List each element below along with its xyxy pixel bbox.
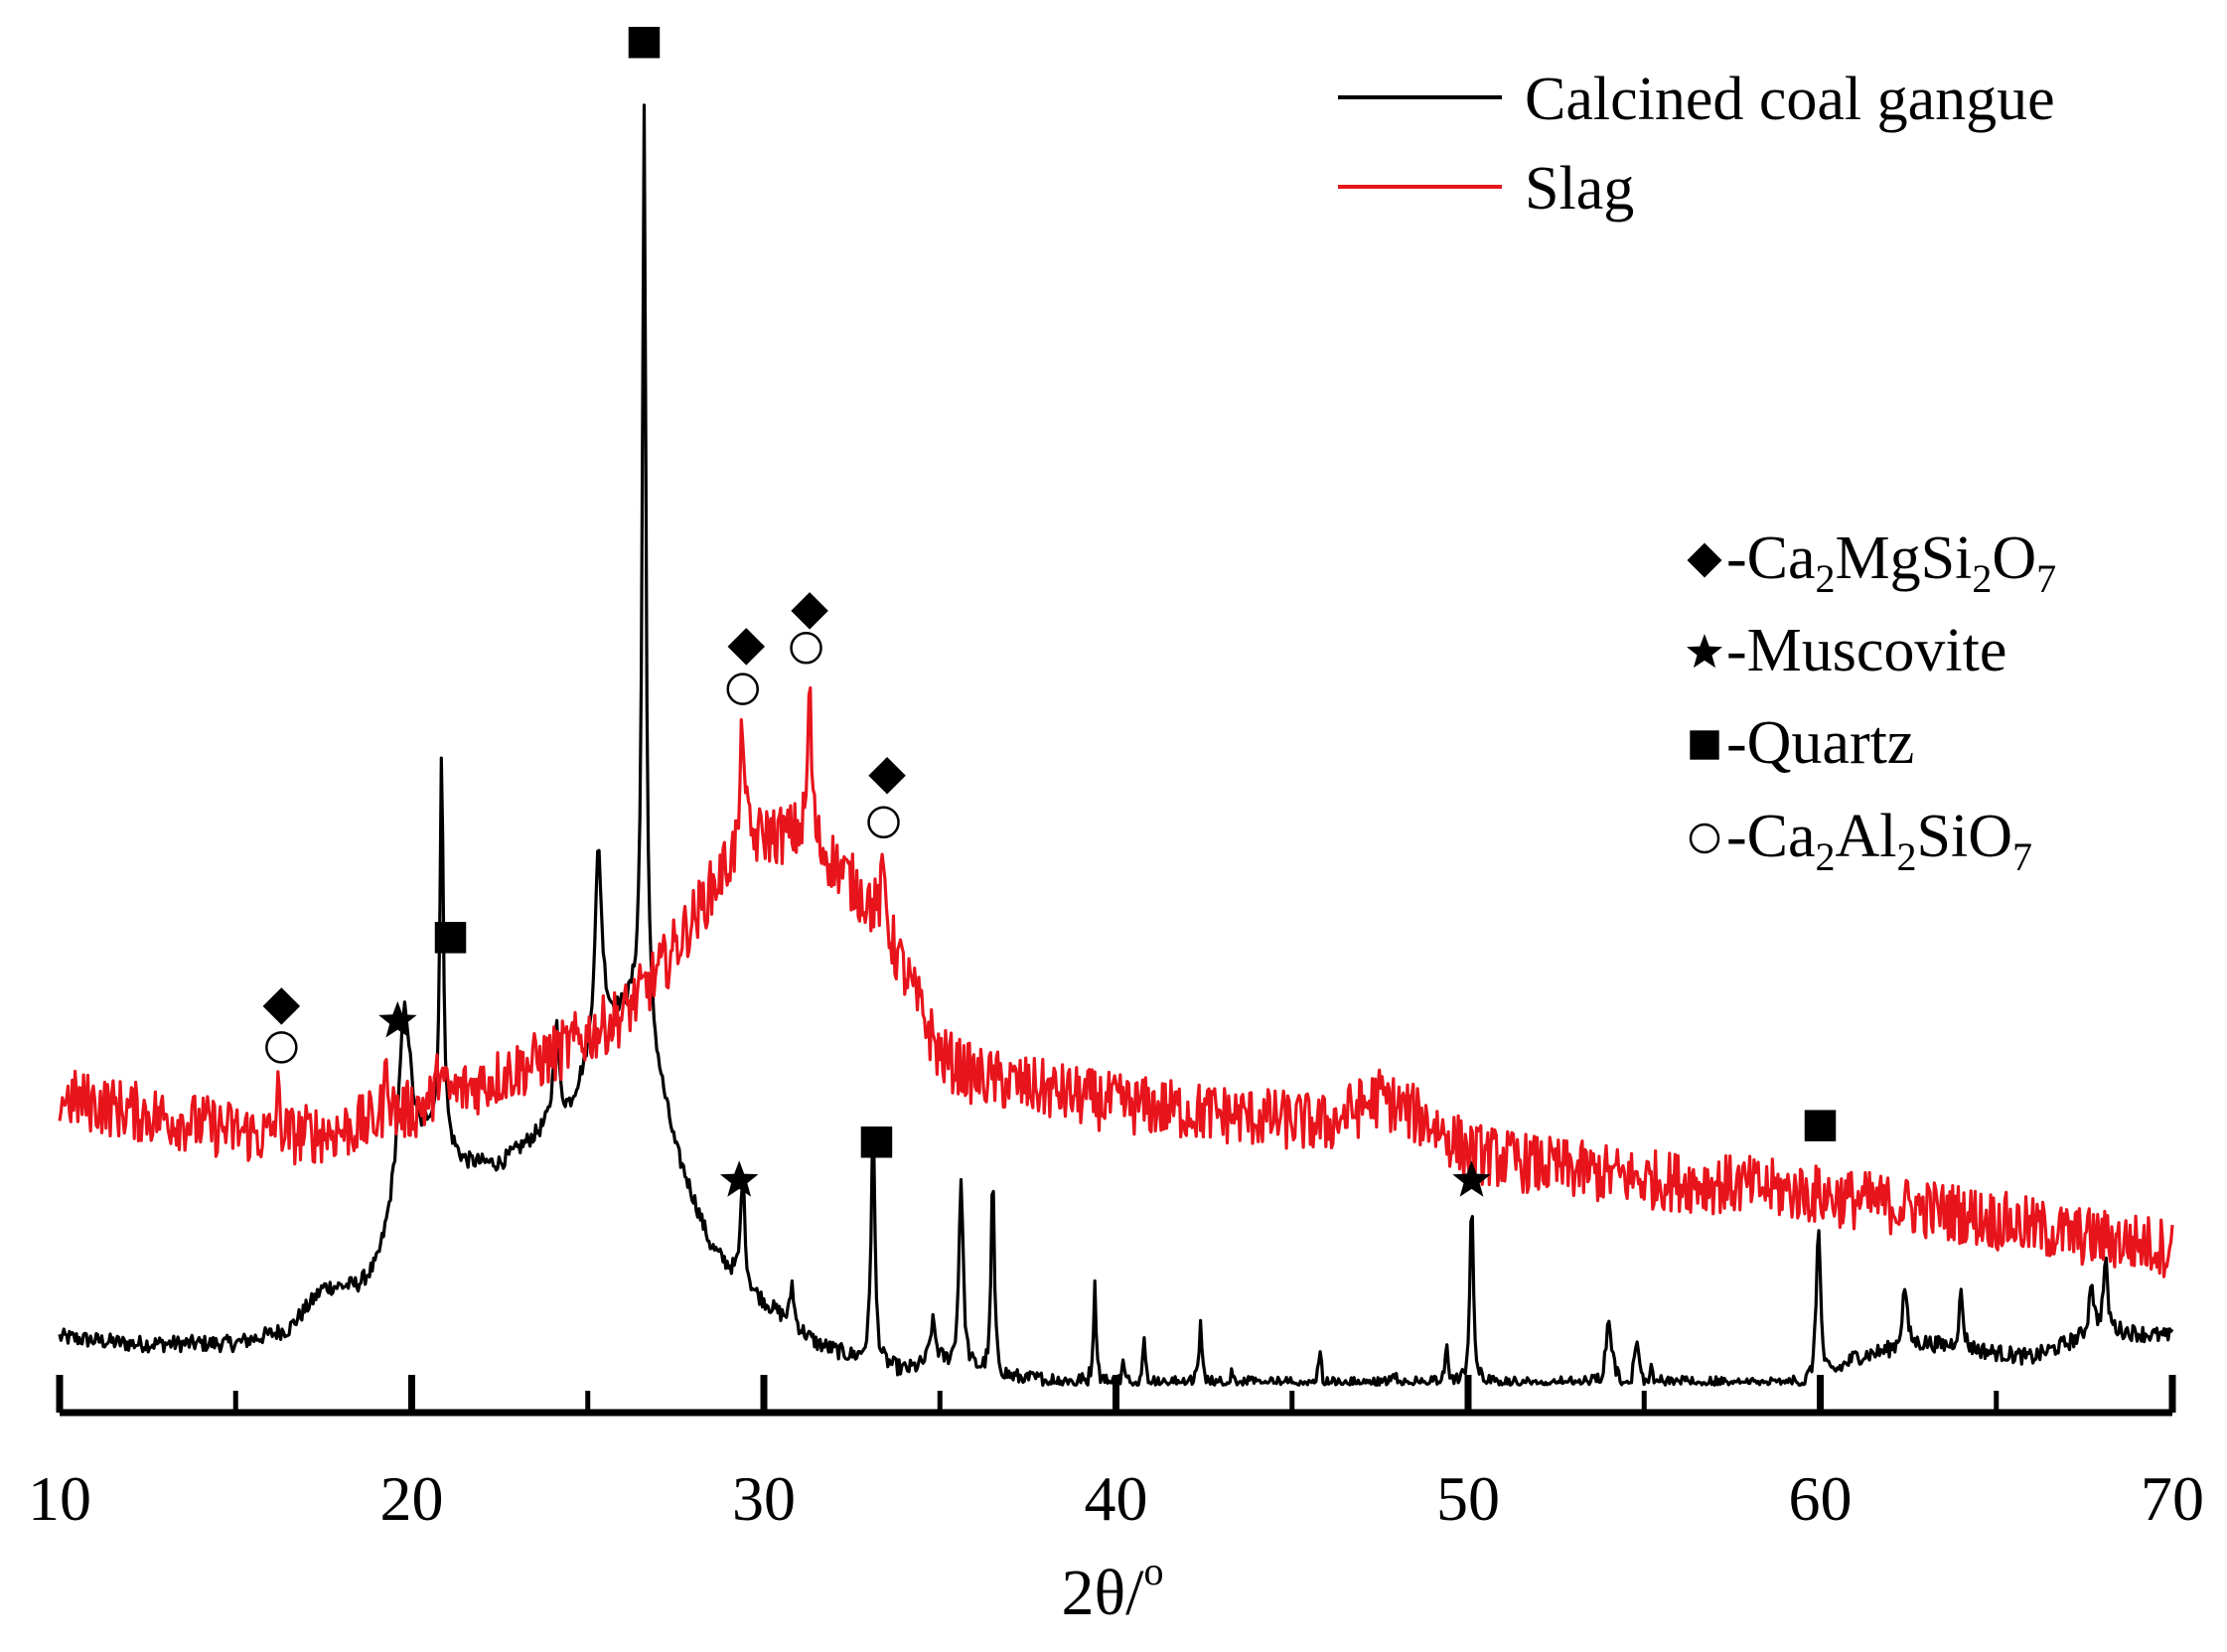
x-tick-label-10: 10 <box>28 1463 91 1534</box>
x-axis-title-main: 2θ/ <box>1062 1557 1145 1629</box>
x-tick-label-30: 30 <box>732 1463 796 1534</box>
annotation-circle-31-2 <box>790 631 822 665</box>
phase-legend-label-part: SiO <box>1917 803 2012 870</box>
x-axis-title: 2θ/o <box>1062 1549 1164 1629</box>
phase-legend-label-part: -Ca <box>1726 525 1816 592</box>
phase-legend-label-quartz: -Quartz <box>1726 709 1914 777</box>
annotation-diamond-33-5 <box>868 757 906 795</box>
annotation-circle-33-4 <box>867 806 900 838</box>
phase-legend-label-part: -Ca <box>1726 803 1816 870</box>
phase-legend: -Ca2MgSi2O7-Muscovite-Quartz-Ca2Al2SiO7 <box>1687 525 2056 879</box>
phase-legend-label-part: Al <box>1836 803 1897 870</box>
annotation-star-19-6 <box>378 1000 417 1038</box>
phase-annotations <box>262 27 1837 1197</box>
phase-legend-label-part: -Muscovite <box>1726 617 2006 684</box>
legend-label-slag: Slag <box>1525 155 1634 223</box>
plot-area <box>58 27 2174 1387</box>
x-tick-label-70: 70 <box>2141 1463 2204 1534</box>
phase-legend-label-ca2mgsi2o7: -Ca2MgSi2O7 <box>1726 525 2056 601</box>
phase-legend-label-part: 7 <box>2012 834 2032 879</box>
x-axis-ticks: 10 20 30 40 50 60 70 <box>28 1375 2204 1534</box>
phase-legend-circle-icon <box>1689 823 1720 854</box>
x-tick-label-40: 40 <box>1085 1463 1148 1534</box>
x-axis-title-superscript: o <box>1143 1549 1163 1593</box>
annotation-diamond-16-3 <box>262 987 301 1025</box>
phase-legend-label-part: 2 <box>1972 556 1992 601</box>
phase-legend-diamond-icon <box>1687 542 1722 578</box>
x-axis: 10 20 30 40 50 60 70 2θ/o <box>28 1375 2204 1629</box>
x-tick-label-20: 20 <box>380 1463 444 1534</box>
x-tick-label-50: 50 <box>1436 1463 1500 1534</box>
annotation-circle-29-4 <box>726 673 759 705</box>
annotation-star-29-3 <box>719 1160 759 1197</box>
phase-legend-label-part: 7 <box>2036 556 2056 601</box>
series-legend: Calcined coal gangue Slag <box>1338 66 2055 223</box>
phase-legend-label-ca2al2sio7: -Ca2Al2SiO7 <box>1726 803 2032 879</box>
annotation-square-21-1 <box>434 922 467 954</box>
phase-legend-label-part: 2 <box>1816 834 1836 879</box>
legend-label-calcined-coal-gangue: Calcined coal gangue <box>1525 66 2055 133</box>
annotation-square-60 <box>1804 1110 1837 1141</box>
annotation-square-26-6 <box>628 27 661 59</box>
phase-legend-label-part: O <box>1992 525 2036 592</box>
annotation-diamond-31-3 <box>791 592 828 630</box>
annotation-square-33-2 <box>860 1126 893 1158</box>
annotation-star-50-1 <box>1452 1160 1491 1197</box>
phase-legend-label-part: 2 <box>1816 556 1836 601</box>
phase-legend-label-muscovite: -Muscovite <box>1726 617 2006 684</box>
phase-legend-square-icon <box>1690 730 1719 760</box>
phase-legend-label-part: MgSi <box>1836 525 1973 592</box>
phase-legend-label-part: -Quartz <box>1726 709 1914 777</box>
series-line-slag <box>58 685 2174 1278</box>
x-tick-label-60: 60 <box>1789 1463 1853 1534</box>
phase-legend-label-part: 2 <box>1897 834 1917 879</box>
annotation-diamond-29-5 <box>727 628 766 666</box>
phase-legend-star-icon <box>1687 634 1722 669</box>
annotation-circle-16-3 <box>265 1031 298 1064</box>
